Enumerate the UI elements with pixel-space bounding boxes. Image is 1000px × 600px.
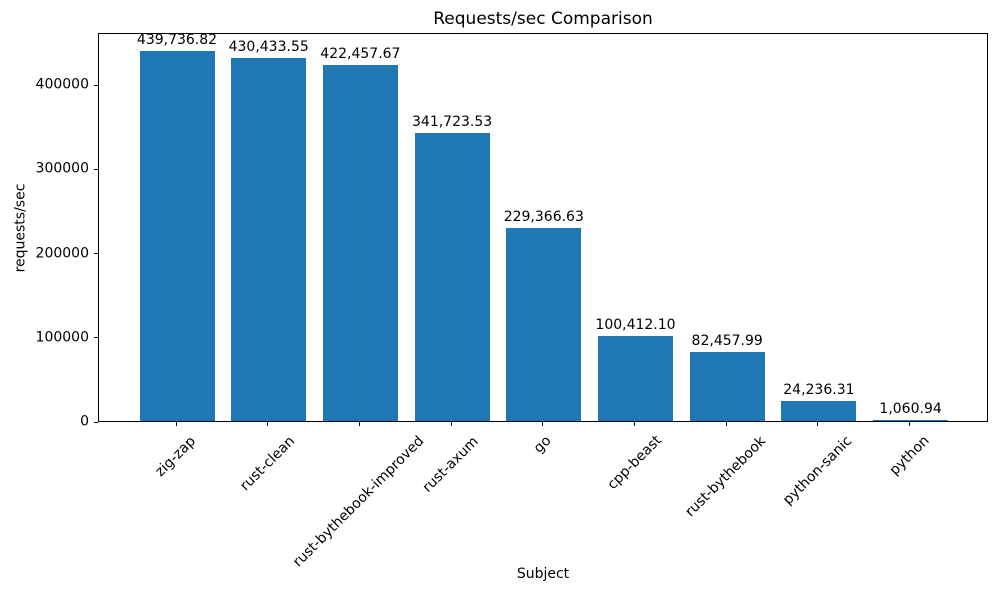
x-tick-label: rust-clean <box>236 432 298 494</box>
x-tick-label: python <box>886 432 933 479</box>
bar-rust-bythebook <box>689 351 765 421</box>
bar-value-label: 100,412.10 <box>595 317 676 334</box>
x-tick-label: cpp-beast <box>603 432 665 494</box>
x-tick <box>267 422 269 426</box>
x-tick-label: python-sanic <box>779 432 856 509</box>
y-tick <box>94 168 98 170</box>
y-tick <box>94 253 98 254</box>
bar-zig-zap <box>139 50 215 421</box>
y-tick-label: 0 <box>80 413 89 430</box>
y-tick-label: 300000 <box>35 160 89 177</box>
bar-rust-bythebook-improved <box>322 65 398 421</box>
bar-value-label: 439,736.82 <box>136 31 218 48</box>
x-tick <box>450 422 452 426</box>
y-tick-label: 100000 <box>35 329 89 346</box>
x-tick <box>725 422 727 426</box>
chart-title: Requests/sec Comparison <box>433 9 653 29</box>
bar-value-label: 1,060.94 <box>879 401 942 418</box>
x-tick <box>358 422 360 426</box>
bar-python-sanic <box>781 400 857 421</box>
bar-rust-axum <box>414 133 490 421</box>
x-tick <box>542 422 544 426</box>
bar-value-label: 341,723.53 <box>412 114 493 131</box>
y-tick <box>94 84 98 86</box>
x-tick-label: zig-zap <box>152 432 199 480</box>
x-axis-label: Subject <box>516 566 570 582</box>
y-tick-label: 400000 <box>35 76 89 93</box>
bar-go <box>506 227 582 421</box>
x-tick <box>909 422 911 426</box>
x-tick-label: go <box>530 432 555 457</box>
plot-area: 439,736.82 430,433.55 422,457.67 341,723.53… <box>98 31 988 422</box>
x-tick <box>817 422 819 426</box>
y-tick <box>94 421 98 423</box>
bar-value-label: 24,236.31 <box>783 381 855 398</box>
x-tick <box>175 422 177 426</box>
x-tick <box>634 422 635 426</box>
bar-value-label: 422,457.67 <box>320 46 401 63</box>
bar-rust-clean <box>231 58 307 421</box>
bar-value-label: 430,433.55 <box>228 39 309 56</box>
bar-value-label: 229,366.63 <box>503 208 584 225</box>
x-tick-label: rust-bythebook <box>682 433 770 520</box>
x-tick-label: rust-axum <box>419 433 482 496</box>
bar-cpp-beast <box>598 336 673 421</box>
bar-value-label: 82,457.99 <box>691 332 763 349</box>
y-tick-label: 200000 <box>35 245 89 261</box>
bar-python <box>873 420 949 421</box>
x-tick-label: rust-bythebook-improved <box>290 432 428 571</box>
y-tick <box>94 337 98 339</box>
